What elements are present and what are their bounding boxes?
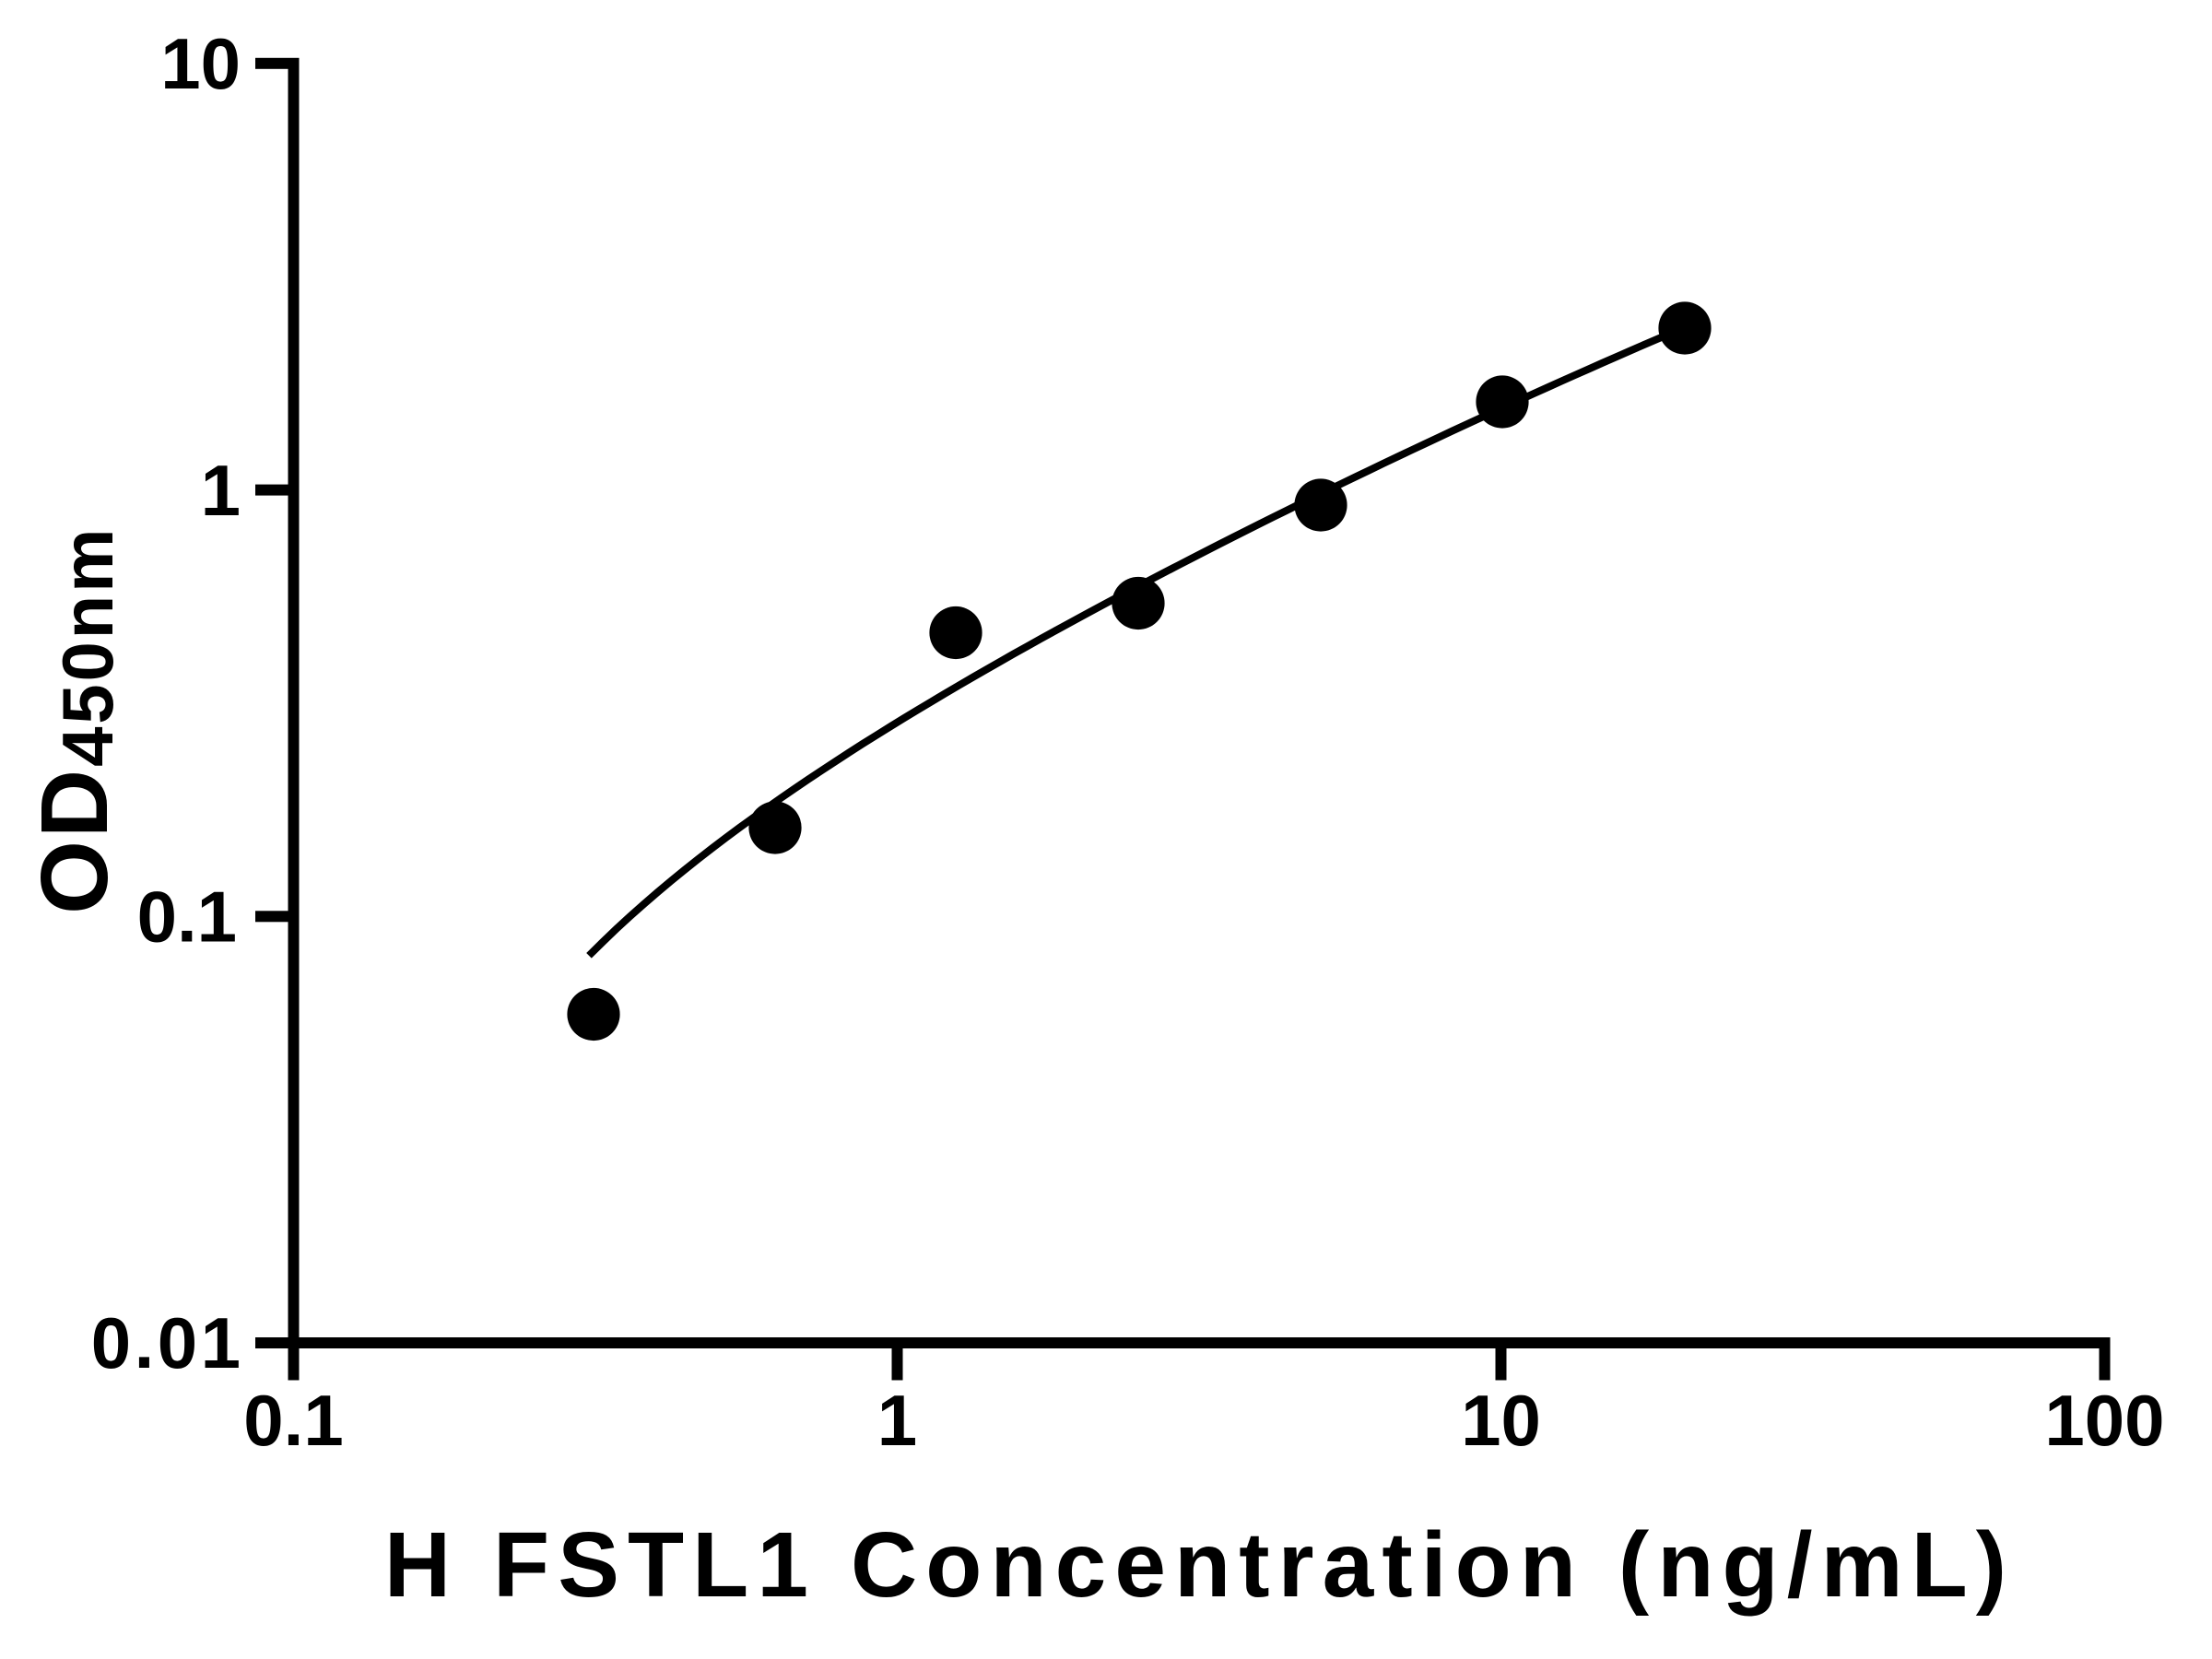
svg-text:0.01: 0.01 [91, 1302, 244, 1383]
svg-text:H FSTL1 Concentration (ng/mL): H FSTL1 Concentration (ng/mL) [384, 1513, 2015, 1617]
svg-text:0.1: 0.1 [137, 876, 237, 957]
svg-text:10: 10 [1461, 1380, 1541, 1461]
svg-text:1: 1 [877, 1380, 917, 1461]
svg-text:10: 10 [160, 23, 241, 104]
svg-text:100: 100 [2044, 1380, 2164, 1461]
svg-text:1: 1 [201, 450, 241, 531]
svg-text:0.1: 0.1 [243, 1380, 343, 1461]
